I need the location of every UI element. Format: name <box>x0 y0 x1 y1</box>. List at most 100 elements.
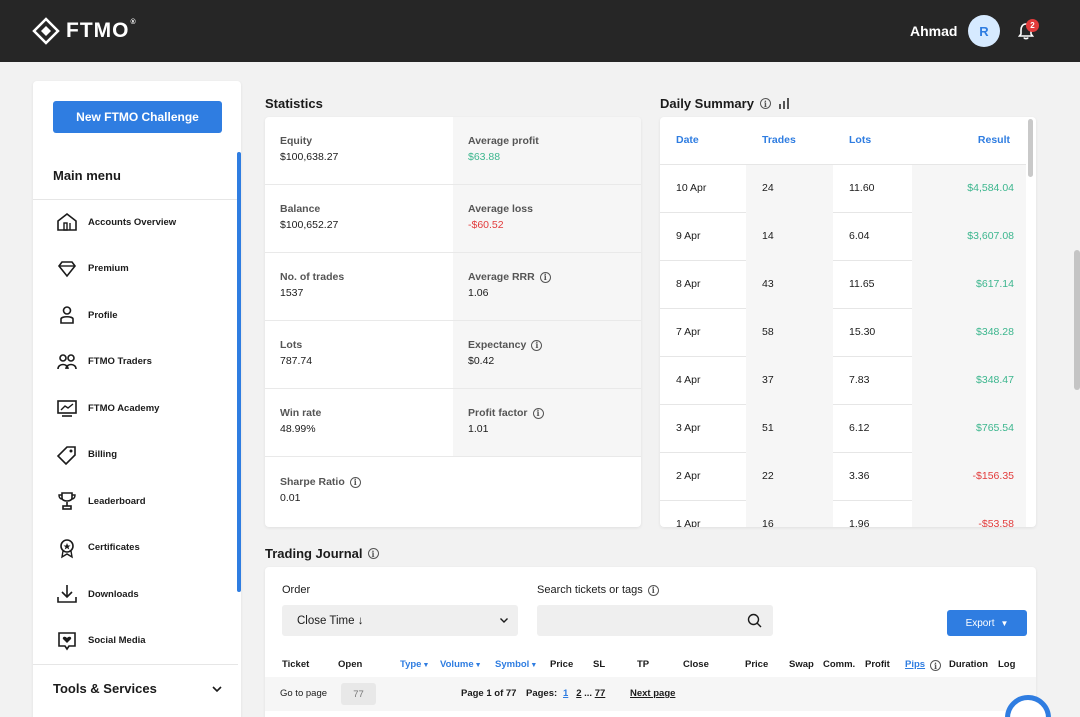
sidebar-item-billing[interactable]: Billing <box>33 432 238 479</box>
column-header-symbol[interactable]: Symbol▼ <box>495 659 538 670</box>
column-header-log[interactable]: Log <box>998 659 1016 670</box>
new-challenge-button[interactable]: New FTMO Challenge <box>53 101 222 133</box>
trading-journal-title: Trading Journal i <box>265 546 379 561</box>
row-shade <box>746 213 833 261</box>
cell-trades: 14 <box>762 230 774 242</box>
daily-summary-row: 4 Apr 37 7.83 $348.47 <box>660 357 1026 405</box>
tools-services-label: Tools & Services <box>53 681 157 696</box>
column-header-price[interactable]: Price <box>550 659 574 670</box>
stat-value: 1.06 <box>468 287 489 299</box>
sidebar-item-leaderboard[interactable]: Leaderboard <box>33 478 238 525</box>
column-header-duration[interactable]: Duration <box>949 659 989 670</box>
daily-summary-header: Date Trades Lots Result <box>660 117 1026 165</box>
goto-page-label: Go to page <box>280 688 328 699</box>
column-header-tp[interactable]: TP <box>637 659 650 670</box>
column-header-ticket[interactable]: Ticket <box>282 659 310 670</box>
goto-page-input[interactable] <box>341 683 376 705</box>
stat-average-loss: Average loss -$60.52 <box>453 185 641 253</box>
certificate-icon <box>55 536 79 560</box>
info-icon[interactable]: i <box>532 407 544 419</box>
info-icon[interactable]: i <box>531 339 543 351</box>
info-icon[interactable]: i <box>930 660 941 671</box>
column-header-lots[interactable]: Lots <box>849 134 872 146</box>
page-link-2[interactable]: 2 <box>576 688 582 699</box>
ftmo-logo-icon <box>32 17 60 45</box>
stat-label: Average loss <box>468 203 533 215</box>
sort-down-icon: ▼ <box>474 662 482 669</box>
academy-icon <box>55 396 79 420</box>
next-page-link[interactable]: Next page <box>630 688 676 699</box>
daily-summary-row: 1 Apr 16 1.96 -$53.58 <box>660 501 1026 527</box>
social-icon <box>55 629 79 653</box>
sidebar-item-accounts-overview[interactable]: Accounts Overview <box>33 199 238 246</box>
person-icon <box>55 303 79 327</box>
statistics-title: Statistics <box>265 96 323 111</box>
stat-value: 48.99% <box>280 423 316 435</box>
column-header-trades[interactable]: Trades <box>762 134 796 146</box>
row-shade <box>912 261 1026 309</box>
daily-summary-row: 2 Apr 22 3.36 -$156.35 <box>660 453 1026 501</box>
notifications-button[interactable]: 2 <box>1016 19 1039 43</box>
sidebar-item-ftmo-academy[interactable]: FTMO Academy <box>33 385 238 432</box>
row-shade <box>746 357 833 405</box>
sidebar-item-certificates[interactable]: Certificates <box>33 525 238 572</box>
tools-services-toggle[interactable]: Tools & Services <box>53 681 223 696</box>
sidebar-item-premium[interactable]: Premium <box>33 246 238 293</box>
info-icon[interactable]: i <box>759 98 771 109</box>
page-scrollbar[interactable] <box>1074 250 1080 390</box>
cell-result: $3,607.08 <box>967 230 1014 242</box>
row-shade <box>746 453 833 501</box>
stat-label: Average profit <box>468 135 539 147</box>
trophy-icon <box>55 489 79 513</box>
home-icon <box>55 210 79 234</box>
bar-chart-icon[interactable] <box>778 98 790 109</box>
export-button[interactable]: Export ▼ <box>947 610 1027 636</box>
sidebar-scroll-indicator[interactable] <box>237 152 241 592</box>
cell-date: 9 Apr <box>676 230 701 242</box>
search-icon[interactable] <box>747 613 762 628</box>
sidebar-item-label: Profile <box>88 309 118 321</box>
logo-text: FTMO® <box>66 19 137 42</box>
sidebar-item-social-media[interactable]: Social Media <box>33 618 238 665</box>
column-header-sl[interactable]: SL <box>593 659 606 670</box>
column-header-volume[interactable]: Volume▼ <box>440 659 482 670</box>
ftmo-logo[interactable]: FTMO® <box>32 17 137 45</box>
search-label: Search tickets or tags i <box>537 584 659 596</box>
info-icon[interactable]: i <box>647 584 659 596</box>
avatar[interactable]: R <box>968 15 1000 47</box>
search-input[interactable] <box>547 606 747 635</box>
row-shade <box>746 309 833 357</box>
column-header-open[interactable]: Open <box>338 659 363 670</box>
trading-journal-card: Order Close Time ↓ Search tickets or tag… <box>265 567 1036 717</box>
sidebar-item-downloads[interactable]: Downloads <box>33 571 238 618</box>
column-header-close-price[interactable]: Price <box>745 659 769 670</box>
column-header-date[interactable]: Date <box>676 134 699 146</box>
stat-value: $100,652.27 <box>280 219 339 231</box>
stat-value: 0.01 <box>280 492 301 504</box>
page-link-1[interactable]: 1 <box>563 688 569 699</box>
info-icon[interactable]: i <box>367 548 379 559</box>
user-name[interactable]: Ahmad <box>910 23 958 39</box>
order-select[interactable]: Close Time ↓ <box>282 605 518 636</box>
stat-value: 1537 <box>280 287 304 299</box>
column-header-result[interactable]: Result <box>977 134 1010 146</box>
column-header-type[interactable]: Type▼ <box>400 659 430 670</box>
page-link-last[interactable]: 77 <box>594 688 606 699</box>
column-header-close[interactable]: Close <box>683 659 709 670</box>
sidebar-item-profile[interactable]: Profile <box>33 292 238 339</box>
info-icon[interactable]: i <box>539 271 551 283</box>
row-shade <box>912 309 1026 357</box>
info-icon[interactable]: i <box>349 476 361 488</box>
daily-summary-scrollbar[interactable] <box>1028 119 1033 177</box>
menu-divider <box>33 664 238 665</box>
cell-trades: 58 <box>762 326 774 338</box>
column-header-commission[interactable]: Comm. <box>823 659 856 670</box>
column-header-profit[interactable]: Profit <box>865 659 890 670</box>
sidebar-item-ftmo-traders[interactable]: FTMO Traders <box>33 339 238 386</box>
sidebar-item-label: Accounts Overview <box>88 216 177 228</box>
column-header-pips[interactable]: Pips <box>905 659 926 670</box>
page-links: 1 2 ... 77 <box>563 688 605 699</box>
column-header-swap[interactable]: Swap <box>789 659 814 670</box>
chevron-down-icon <box>499 615 509 627</box>
pagination-bar: Go to page Page 1 of 77 Pages: 1 2 ... 7… <box>265 677 1036 711</box>
